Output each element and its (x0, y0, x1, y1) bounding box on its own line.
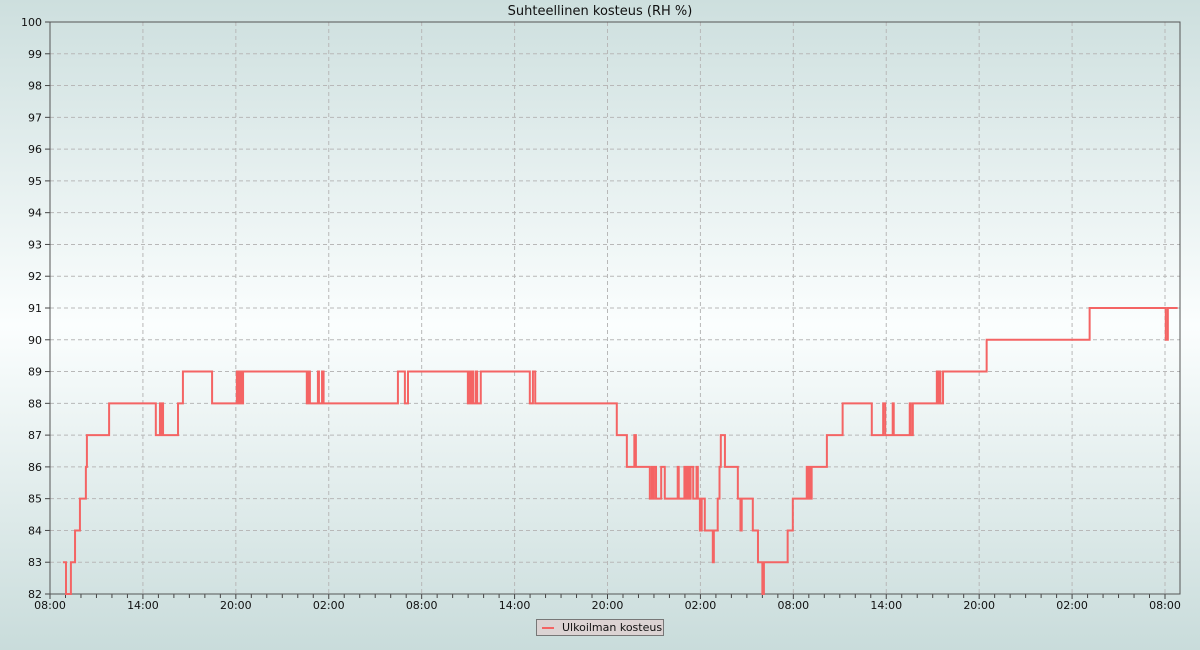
y-tick-label: 83 (28, 556, 42, 569)
x-tick-label: 08:00 (34, 599, 66, 612)
series-line (62, 307, 1178, 595)
x-tick-label: 08:00 (777, 599, 809, 612)
x-tick-label: 20:00 (220, 599, 252, 612)
x-tick-label: 20:00 (592, 599, 624, 612)
legend: Ulkoilman kosteus (536, 619, 664, 636)
y-tick-label: 90 (28, 334, 42, 347)
y-tick-label: 89 (28, 366, 42, 379)
y-tick-label: 99 (28, 48, 42, 61)
y-tick-label: 95 (28, 175, 42, 188)
x-tick-label: 14:00 (127, 599, 159, 612)
y-tick-label: 94 (28, 207, 42, 220)
x-tick-label: 14:00 (499, 599, 531, 612)
y-tick-label: 97 (28, 111, 42, 124)
y-tick-label: 100 (21, 16, 42, 29)
x-tick-label: 02:00 (685, 599, 717, 612)
x-tick-label: 02:00 (1056, 599, 1088, 612)
x-tick-label: 14:00 (870, 599, 902, 612)
y-tick-label: 84 (28, 524, 42, 537)
x-tick-label: 02:00 (313, 599, 345, 612)
legend-label: Ulkoilman kosteus (562, 621, 663, 634)
y-tick-label: 82 (28, 588, 42, 601)
x-tick-label: 08:00 (1149, 599, 1181, 612)
y-tick-label: 86 (28, 461, 42, 474)
x-tick-label: 08:00 (406, 599, 438, 612)
plot-frame (49, 21, 1181, 595)
series-layer (62, 307, 1178, 595)
y-tick-label: 85 (28, 493, 42, 506)
x-tick-label: 20:00 (963, 599, 995, 612)
legend-swatch (542, 626, 554, 629)
y-tick-label: 92 (28, 270, 42, 283)
y-tick-label: 96 (28, 143, 42, 156)
y-tick-label: 93 (28, 238, 42, 251)
axes: 82 83 84 85 86 87 88 89 90 91 92 93 94 95 96 97 98 99 100 0… (21, 16, 1181, 612)
y-tick-label: 88 (28, 397, 42, 410)
y-tick-label: 98 (28, 80, 42, 93)
y-tick-label: 87 (28, 429, 42, 442)
chart-title: Suhteellinen kosteus (RH %) (508, 4, 693, 19)
y-tick-label: 91 (28, 302, 42, 315)
